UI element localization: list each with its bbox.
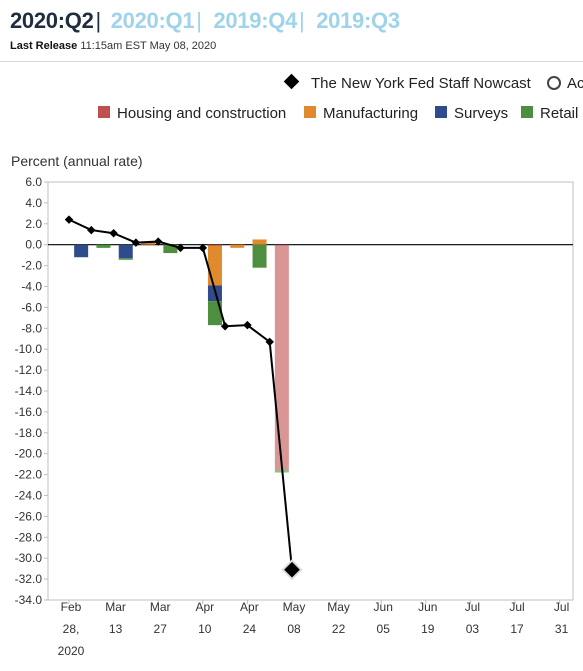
nowcast-point	[153, 237, 163, 246]
bar-manufacturing	[230, 244, 245, 248]
x-tick-label: Jul	[554, 600, 569, 614]
legend-swatch-manufacturing	[304, 106, 316, 118]
last-release-label: Last Release	[10, 40, 78, 52]
nowcast-point	[281, 559, 303, 581]
legend-label-manufacturing: Manufacturing	[323, 105, 418, 122]
y-tick-label: -22.0	[15, 468, 43, 482]
nowcast-point	[131, 238, 141, 247]
tab-2019-q3[interactable]: 2019:Q3	[316, 8, 400, 33]
x-tick-label: 10	[198, 622, 212, 636]
x-tick-label: Jul	[465, 600, 480, 614]
x-tick-label: 28,	[63, 622, 80, 636]
y-tick-label: -4.0	[21, 280, 42, 294]
bar-housing	[274, 244, 289, 470]
x-tick-label: 13	[109, 622, 123, 636]
tab-separator: |	[299, 8, 305, 33]
quarter-tabs: 2020:Q2| 2020:Q1| 2019:Q4| 2019:Q3	[10, 8, 400, 34]
last-release: Last Release 11:15am EST May 08, 2020	[10, 40, 216, 52]
legend-swatch-surveys	[435, 106, 447, 118]
nowcast-point	[87, 225, 96, 235]
bar-surveys	[74, 244, 89, 258]
y-tick-label: -24.0	[15, 489, 43, 503]
x-tick-label: 22	[332, 622, 346, 636]
y-tick-label: -12.0	[15, 363, 43, 377]
x-tick-label: Jul	[509, 600, 524, 614]
bar-retail	[96, 244, 111, 248]
x-tick-label: Feb	[61, 600, 82, 614]
y-tick-label: -28.0	[15, 530, 43, 544]
y-tick-label: 4.0	[25, 196, 42, 210]
tab-separator: |	[196, 8, 202, 33]
x-tick-label: May	[327, 600, 350, 614]
bar-manufacturing	[141, 242, 156, 245]
tab-2020-q2[interactable]: 2020:Q2	[10, 8, 94, 33]
nowcast-point	[265, 337, 274, 347]
tab-2020-q1[interactable]: 2020:Q1	[110, 8, 195, 33]
bar-manufacturing	[252, 239, 267, 245]
y-tick-label: 6.0	[25, 175, 42, 189]
y-tick-label: -10.0	[15, 342, 43, 356]
y-tick-label: -2.0	[21, 259, 42, 273]
x-tick-label: Mar	[150, 600, 171, 614]
y-axis-title: Percent (annual rate)	[11, 153, 143, 169]
bar-housing	[207, 244, 222, 247]
nowcast-point	[109, 228, 118, 238]
y-tick-label: -6.0	[21, 300, 42, 314]
tab-2019-q4[interactable]: 2019:Q4	[213, 8, 298, 33]
x-tick-label: May	[283, 600, 306, 614]
y-tick-label: -18.0	[15, 426, 43, 440]
legend-label-retail: Retail	[540, 105, 578, 122]
bar-retail	[207, 301, 222, 326]
header-divider	[0, 61, 583, 62]
x-tick-label: Apr	[240, 600, 259, 614]
legend-label-housing: Housing and construction	[117, 105, 286, 122]
nowcast-line	[68, 218, 293, 570]
legend-actual-marker	[547, 76, 561, 90]
y-tick-label: -16.0	[15, 405, 43, 419]
bar-manufacturing	[207, 245, 222, 286]
nowcast-point	[176, 243, 185, 253]
x-tick-label: 24	[243, 622, 257, 636]
y-tick-label: 0.0	[25, 238, 42, 252]
y-tick-label: -26.0	[15, 509, 43, 523]
nowcast-point	[220, 321, 230, 331]
legend-nowcast-label: The New York Fed Staff Nowcast	[311, 75, 532, 92]
y-tick-label: -14.0	[15, 384, 43, 398]
x-tick-label: 19	[421, 622, 435, 636]
last-release-time: 11:15am EST May 08, 2020	[80, 40, 217, 52]
x-tick-label: 2020	[58, 644, 85, 658]
y-tick-label: -34.0	[15, 593, 43, 607]
bar-retail	[163, 244, 178, 254]
tab-separator: |	[95, 8, 102, 33]
bar-retail	[118, 258, 133, 260]
y-tick-label: -20.0	[15, 447, 43, 461]
x-tick-label: 31	[555, 622, 569, 636]
bar-retail	[252, 244, 267, 268]
legend-swatch-housing	[98, 106, 110, 118]
x-tick-label: Mar	[105, 600, 126, 614]
x-tick-label: 17	[510, 622, 524, 636]
x-tick-label: 08	[287, 622, 301, 636]
x-tick-label: Apr	[195, 600, 214, 614]
y-tick-label: -32.0	[15, 572, 43, 586]
x-tick-label: Jun	[374, 600, 393, 614]
nowcast-point	[243, 320, 252, 330]
nowcast-point	[198, 243, 208, 253]
x-tick-label: Jun	[418, 600, 437, 614]
legend-swatch-retail	[521, 106, 533, 118]
legend-nowcast-marker	[283, 73, 300, 90]
legend-label-surveys: Surveys	[454, 105, 508, 122]
y-tick-label: -8.0	[21, 321, 42, 335]
bar-surveys	[118, 244, 133, 259]
x-tick-label: 05	[377, 622, 391, 636]
legend-actual-label: Ac	[567, 75, 583, 92]
nowcast-point	[64, 215, 74, 224]
y-tick-label: 2.0	[25, 217, 42, 231]
x-tick-label: 27	[154, 622, 168, 636]
y-tick-label: -30.0	[15, 551, 43, 565]
x-tick-label: 03	[466, 622, 480, 636]
